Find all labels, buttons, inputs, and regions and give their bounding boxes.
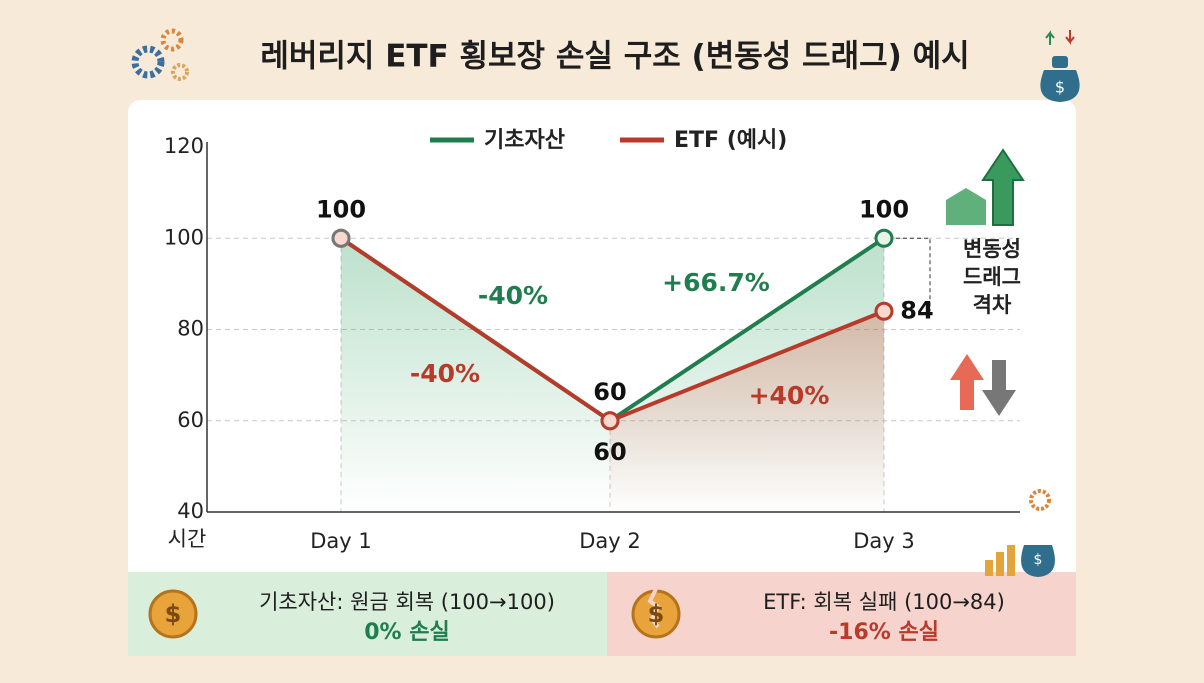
point <box>874 301 894 321</box>
area <box>610 311 884 512</box>
arrow-icon <box>946 148 1025 416</box>
annotation: +40% <box>749 381 830 410</box>
svg-text:$: $ <box>1055 78 1065 97</box>
coin-bars-icon: $ <box>985 489 1055 577</box>
x-tick-label: Day 1 <box>310 529 372 553</box>
annotation: -40% <box>410 359 480 388</box>
annotation: 드래그 <box>963 265 1021 289</box>
x-axis-label: 시간 <box>168 527 207 551</box>
summary-panel <box>607 572 1076 656</box>
data-label: 60 <box>593 378 626 406</box>
y-tick-label: 100 <box>164 225 204 249</box>
coin-icon: $ $ <box>148 588 681 639</box>
y-tick-label: 40 <box>177 499 204 523</box>
point <box>600 411 620 431</box>
money-bag-icon: $ <box>1040 30 1080 102</box>
svg-text:$: $ <box>165 600 182 628</box>
data-label: 100 <box>316 195 366 223</box>
summary-text: ETF: 회복 실패 (100→84) <box>763 590 1005 614</box>
annotation: 변동성 <box>963 237 1021 261</box>
gear-icon <box>131 28 189 81</box>
annotation: +66.7% <box>662 268 770 297</box>
summary-result: 0% 손실 <box>364 620 450 645</box>
summary-result: -16% 손실 <box>829 620 939 645</box>
point <box>874 228 894 248</box>
annotation: 격차 <box>973 293 1012 317</box>
data-label: 100 <box>859 195 909 223</box>
x-tick-label: Day 2 <box>579 529 641 553</box>
summary-text: 기초자산: 원금 회복 (100→100) <box>259 590 555 614</box>
chart-title: 레버리지 ETF 횡보장 손실 구조 (변동성 드래그) 예시 <box>260 39 969 75</box>
svg-text:$: $ <box>648 600 665 628</box>
svg-text:$: $ <box>1034 552 1043 568</box>
y-tick-label: 60 <box>177 408 204 432</box>
y-tick-label: 80 <box>177 317 204 341</box>
summary-panel <box>128 572 607 656</box>
point <box>331 228 351 248</box>
legend-label: ETF (예시) <box>674 128 787 153</box>
annotation: -40% <box>478 281 548 310</box>
card <box>128 100 1076 656</box>
data-label: 84 <box>900 296 933 324</box>
y-tick-label: 120 <box>164 134 204 158</box>
data-label: 60 <box>593 438 626 466</box>
x-tick-label: Day 3 <box>853 529 915 553</box>
legend-label: 기초자산 <box>484 128 565 153</box>
